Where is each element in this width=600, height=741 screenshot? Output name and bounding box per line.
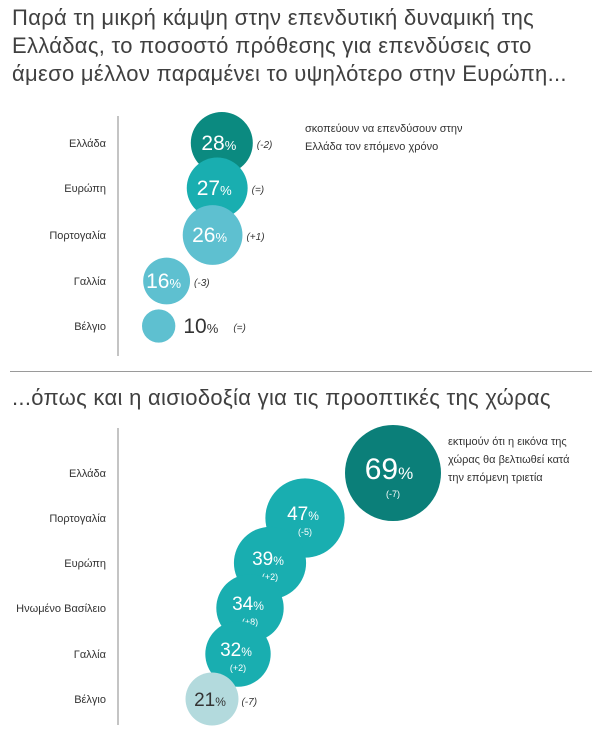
value-label-ευρώπη: 39% <box>252 549 284 570</box>
value-label-γαλλία: 32% <box>220 640 252 661</box>
chart-title-investment: Παρά τη μικρή κάμψη στην επενδυτική δυνα… <box>12 5 567 86</box>
value-label-βέλγιο: 21% <box>194 690 226 711</box>
change-label-βέλγιο: (=) <box>233 323 246 334</box>
category-label-γαλλία: Γαλλία <box>74 649 107 661</box>
change-label-ελλάδα: (-7) <box>386 489 400 499</box>
category-label-πορτογαλία: Πορτογαλία <box>49 230 106 242</box>
annotation-line: Ελλάδα τον επόμενο χρόνο <box>305 141 438 153</box>
bubble-ελλάδα <box>190 112 253 174</box>
change-label-πορτογαλία: (-5) <box>298 527 312 537</box>
bubble-βέλγιο <box>185 672 239 726</box>
change-label-ευρώπη: (+2) <box>262 572 278 582</box>
value-label-πορτογαλία: 26% <box>192 224 227 247</box>
category-label-ευρώπη: Ευρώπη <box>64 183 106 195</box>
change-label-πορτογαλία: (+1) <box>246 232 264 243</box>
category-label-ελλάδα: Ελλάδα <box>69 468 107 480</box>
bubble-πορτογαλία <box>182 205 243 265</box>
category-label-πορτογαλία: Πορτογαλία <box>49 513 106 525</box>
value-label-γαλλία: 16% <box>146 270 181 293</box>
bubble-ελλάδα <box>345 425 441 521</box>
change-label-ευρώπη: (=) <box>252 185 265 196</box>
category-label-ευρώπη: Ευρώπη <box>64 558 106 570</box>
annotation-line: σκοπεύουν να επενδύσουν στην <box>305 123 463 135</box>
change-label-ελλάδα: (-2) <box>257 140 273 151</box>
category-label-ελλάδα: Ελλάδα <box>69 138 107 150</box>
chart-country-optimism: Ελλάδα 69% (-7) Πορτογαλία 47% (-5) Ευρώπη 39% (… <box>16 425 570 726</box>
value-label-ηνωμένο-βασίλειο: 34% <box>232 594 264 615</box>
value-label-ελλάδα: 69% <box>365 453 414 486</box>
chart-investment-intention: Ελλάδα 28% (-2) Ευρώπη 27% (=) Πορτογαλία 26% (+… <box>49 112 463 356</box>
value-label-βέλγιο: 10% <box>183 315 218 338</box>
value-label-πορτογαλία: 47% <box>287 504 319 525</box>
chart-title-optimism: ...όπως και η αισιοδοξία για τις προοπτι… <box>12 385 551 410</box>
change-label-βέλγιο: (-7) <box>241 697 257 708</box>
annotation-line: εκτιμούν ότι η εικόνα της <box>448 436 567 448</box>
annotation-line: χώρας θα βελτιωθεί κατά <box>448 454 570 466</box>
change-label-γαλλία: (-3) <box>194 278 210 289</box>
value-label-ελλάδα: 28% <box>201 132 236 155</box>
annotation-line: την επόμενη τριετία <box>448 472 543 484</box>
bubble-γαλλία <box>143 257 191 305</box>
section-divider <box>10 371 592 372</box>
bubble-βέλγιο <box>142 309 176 343</box>
category-label-ηνωμένο-βασίλειο: Ηνωμένο Βασίλειο <box>16 603 106 615</box>
bubble-γαλλία <box>205 621 271 687</box>
change-label-γαλλία: (+2) <box>230 663 246 673</box>
category-label-βέλγιο: Βέλγιο <box>74 321 106 333</box>
value-label-ευρώπη: 27% <box>197 177 232 200</box>
category-label-γαλλία: Γαλλία <box>74 276 107 288</box>
bubble-ευρώπη <box>186 157 248 219</box>
change-label-ηνωμένο-βασίλειο: (+8) <box>242 617 258 627</box>
category-label-βέλγιο: Βέλγιο <box>74 694 106 706</box>
